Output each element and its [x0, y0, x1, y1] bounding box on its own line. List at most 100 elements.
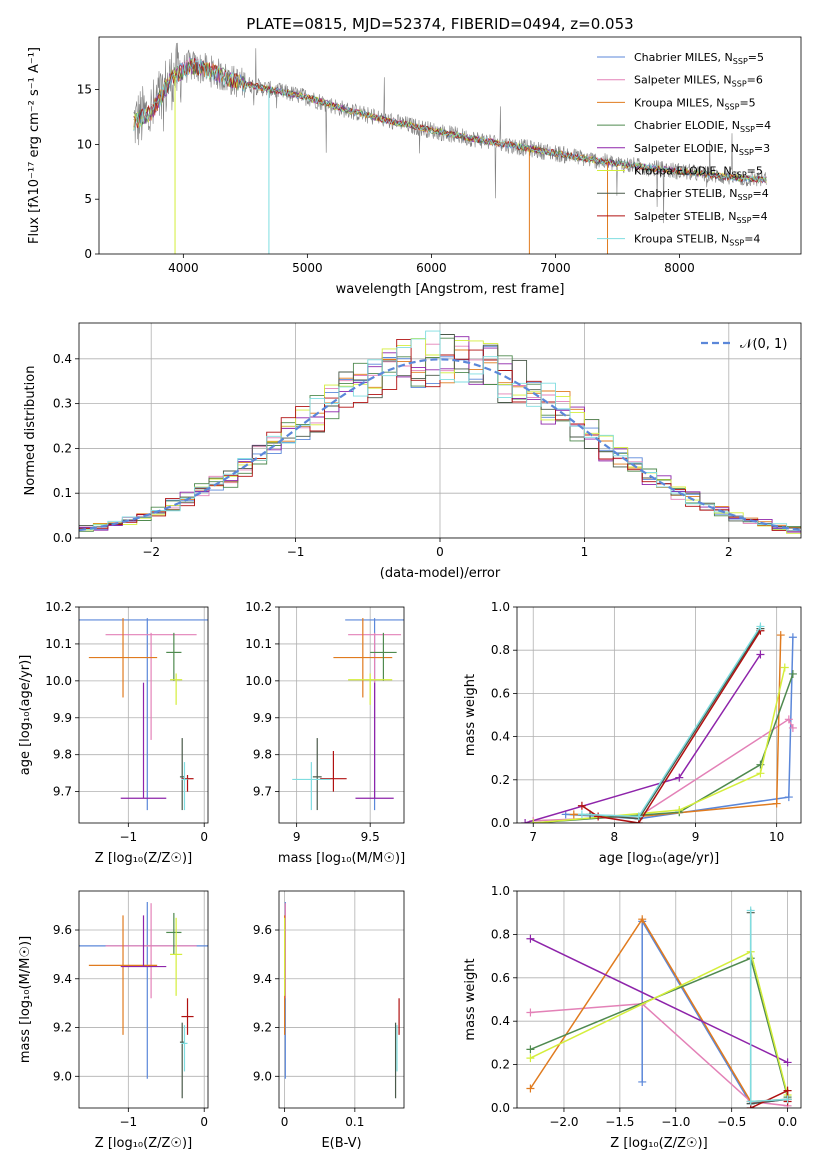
- legend-nssp-prefix: , N: [714, 233, 729, 246]
- y-tick-label: 0.4: [491, 1014, 510, 1028]
- legend-nssp-prefix: , N: [718, 51, 733, 64]
- series-line: [530, 938, 788, 1064]
- y-tick-label: 9.6: [53, 923, 72, 937]
- y-tick-label: 9.7: [53, 785, 72, 799]
- legend-nssp-sub: SSP: [736, 216, 751, 225]
- series-kroupa_stelib: [746, 906, 792, 1106]
- series-salpeter_stelib: [577, 626, 765, 823]
- axes-frame: [516, 890, 802, 1109]
- y-tick-label: 0.4: [53, 352, 72, 366]
- legend-nssp-prefix: , N: [716, 74, 731, 87]
- plot-area: [279, 891, 404, 1108]
- x-tick-label: −0.5: [717, 1115, 746, 1129]
- legend-series-name: Kroupa ELODIE: [634, 165, 716, 178]
- x-tick-label: 1: [581, 545, 589, 559]
- y-tick-label: 9.2: [253, 1021, 272, 1035]
- data-point: [526, 934, 535, 943]
- panel-age_vs_mass: 9 9.5 9.7 9.8 9.9 10.0 10.1 10.2 mass [log₁₀(M/M…: [245, 600, 405, 866]
- y-tick-label: 0.6: [491, 971, 510, 985]
- errorbar-salpeter_stelib: [181, 775, 194, 792]
- y-tick-label: 0.8: [491, 927, 510, 941]
- x-tick-label: 7000: [540, 261, 571, 275]
- y-tick-label: 1.0: [491, 884, 510, 898]
- legend-nssp-value: =4: [744, 233, 760, 246]
- y-tick-label: 9.0: [253, 1069, 272, 1083]
- errorbar-kroupa_miles: [333, 618, 393, 698]
- y-tick-label: 9.7: [253, 785, 272, 799]
- errorbar-kroupa_miles: [88, 618, 158, 698]
- x-tick-label: −1: [287, 545, 305, 559]
- series-kroupa_stelib: [577, 622, 765, 821]
- y-tick-label: 9.9: [53, 711, 72, 725]
- data-point: [634, 812, 643, 821]
- data-point: [776, 631, 785, 640]
- series-salpeter_elodie: [521, 650, 765, 823]
- plot-area: [279, 607, 404, 823]
- y-tick-label: 0.2: [491, 1058, 510, 1072]
- series-salpeter_miles: [529, 715, 797, 823]
- y-tick-label: 10.0: [45, 674, 72, 688]
- errorbar-salpeter_miles: [105, 632, 197, 740]
- legend-series-name: Chabrier MILES: [634, 51, 718, 64]
- legend-nssp-prefix: , N: [721, 210, 736, 223]
- errorbar-salpeter_stelib: [181, 998, 194, 1035]
- legend-entry: 𝒩(0, 1): [740, 337, 787, 352]
- legend-entry: Chabrier STELIB, NSSP=4: [634, 187, 769, 202]
- legend-nssp-value: =3: [754, 142, 770, 155]
- series-chabrier_miles: [638, 917, 792, 1108]
- legend-nssp-sub: SSP: [739, 148, 754, 157]
- y-tick-label: 15: [77, 83, 92, 97]
- data-point: [772, 799, 781, 808]
- y-tick-label: 10.2: [45, 600, 72, 614]
- data-point: [783, 1058, 792, 1067]
- legend-series-name: Chabrier ELODIE: [634, 119, 725, 132]
- data-point: [569, 810, 578, 819]
- model-kroupa_stelib: [133, 59, 767, 184]
- y-tick-label: 10: [77, 137, 92, 151]
- plot-area: [517, 891, 801, 1108]
- y-tick-label: 0.3: [53, 397, 72, 411]
- panel-residuals: −2 −1 0 1 2 0.0 0.1 0.2 0.3 0.4 (data-model)/error…: [23, 322, 802, 581]
- legend-nssp-value: =5: [739, 96, 755, 109]
- data-point: [756, 650, 765, 659]
- legend-nssp-prefix: , N: [716, 165, 731, 178]
- x-tick-label: 9.5: [361, 830, 380, 844]
- errorbar-salpeter_miles: [105, 903, 197, 999]
- y-tick-label: 0.6: [491, 686, 510, 700]
- y-tick-label: 0.2: [53, 441, 72, 455]
- legend-nssp-sub: SSP: [738, 193, 753, 202]
- legend-nssp-sub: SSP: [740, 125, 755, 134]
- panel-weight_vs_age: 7 8 9 10 0.0 0.2 0.4 0.6 0.8 1.0 age [log₁₀(age/yr…: [463, 600, 802, 866]
- series-chabrier_stelib: [746, 908, 792, 1108]
- data-point: [577, 810, 586, 819]
- errorbar-kroupa_elodie: [170, 917, 183, 996]
- series-line: [524, 654, 762, 823]
- legend-nssp-value: =4: [753, 187, 769, 200]
- x-tick-label: 8: [611, 830, 619, 844]
- legend-nssp-value: =4: [755, 119, 771, 132]
- x-axis-label: age [log₁₀(age/yr)]: [599, 851, 720, 866]
- series-line: [589, 628, 762, 820]
- normal-curve: [79, 358, 801, 532]
- y-tick-label: 0.0: [491, 816, 510, 830]
- y-tick-label: 0: [84, 247, 92, 261]
- series-line: [530, 950, 789, 1096]
- x-tick-label: 10: [769, 830, 784, 844]
- x-axis-label: Z [log₁₀(Z/Z☉)]: [95, 851, 192, 866]
- x-tick-label: 9: [293, 830, 301, 844]
- errorbar-salpeter_elodie: [120, 682, 167, 799]
- data-point: [521, 819, 530, 823]
- x-tick-label: −2.0: [549, 1115, 578, 1129]
- legend-nssp-prefix: , N: [724, 142, 739, 155]
- y-axis-label: Flux [fλ10⁻¹⁷ erg cm⁻² s⁻¹ A⁻¹]: [27, 47, 42, 244]
- y-tick-label: 0.0: [491, 1101, 510, 1115]
- y-tick-label: 9.2: [53, 1021, 72, 1035]
- axes-frame: [78, 606, 209, 824]
- y-tick-label: 9.9: [253, 711, 272, 725]
- legend-nssp-sub: SSP: [733, 57, 748, 66]
- legend-entry: Chabrier ELODIE, NSSP=4: [634, 119, 771, 134]
- x-tick-label: 0.1: [345, 1115, 364, 1129]
- data-point: [638, 1077, 647, 1086]
- y-axis-label: age [log₁₀(age/yr)]: [18, 655, 33, 776]
- legend-nssp-prefix: , N: [709, 96, 724, 109]
